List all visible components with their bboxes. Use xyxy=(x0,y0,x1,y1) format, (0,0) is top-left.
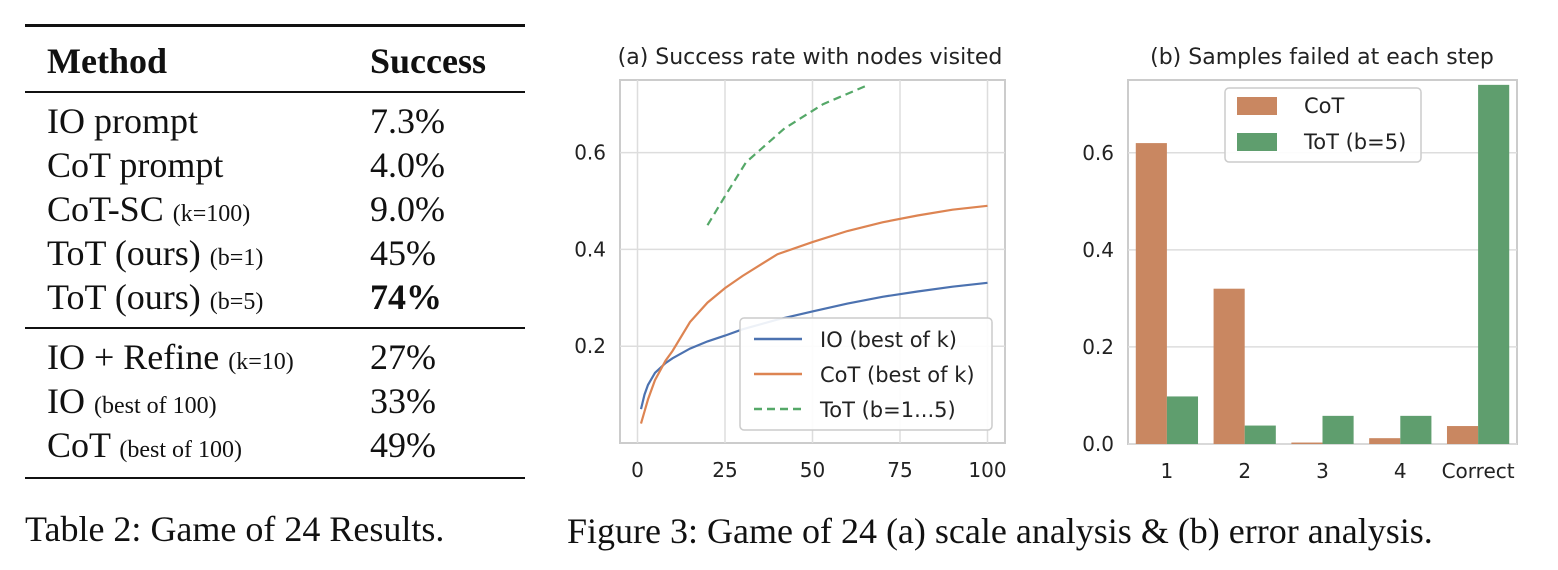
table-row: ToT (ours) (b=1) 45% xyxy=(25,231,525,275)
row-method: ToT (ours) xyxy=(47,232,201,273)
table-row: CoT (best of 100) 49% xyxy=(25,423,525,467)
row-note: (k=10) xyxy=(228,348,294,375)
bar-tot xyxy=(1166,396,1199,444)
chart-a-xtick-label: 50 xyxy=(800,458,825,482)
row-note: (b=5) xyxy=(209,288,264,315)
row-method: IO + Refine xyxy=(47,336,220,377)
chart-a-ticks: 0 25 50 75 100 0.2 0.4 0.6 xyxy=(574,141,1006,482)
row-note: (b=1) xyxy=(209,244,264,271)
chart-a-xtick-label: 100 xyxy=(968,458,1006,482)
table-row: ToT (ours) (b=5) 74% xyxy=(25,275,525,319)
row-success: 45% xyxy=(370,232,436,273)
series-line-cot xyxy=(639,204,988,424)
bar-cot xyxy=(1369,438,1401,444)
chart-b-xtick-label: Correct xyxy=(1442,459,1515,483)
row-note: (k=100) xyxy=(172,200,251,227)
row-success: 27% xyxy=(370,336,436,377)
bar-tot xyxy=(1322,415,1354,444)
chart-b-xtick-label: 2 xyxy=(1238,459,1251,483)
table-group-2: IO + Refine (k=10) 27% IO (best of 100) … xyxy=(25,335,525,467)
chart-failed-samples: (b) Samples failed at each step 0.00.20.… xyxy=(1082,45,1518,483)
chart-b-xtick-label: 3 xyxy=(1316,459,1329,483)
chart-b-xtick-label: 1 xyxy=(1161,459,1174,483)
row-method: CoT-SC xyxy=(47,188,164,229)
row-method: CoT prompt xyxy=(47,144,224,185)
series-line-tot xyxy=(706,83,869,226)
chart-a-ytick-label: 0.4 xyxy=(574,237,606,261)
table-group-1: IO prompt 7.3% CoT prompt 4.0% CoT-SC (k… xyxy=(25,99,525,319)
table-row: IO (best of 100) 33% xyxy=(25,379,525,423)
chart-b-ticks: 0.0 0.2 0.4 0.6 1 2 3 4 Correct xyxy=(1082,141,1515,483)
chart-a-title: (a) Success rate with nodes visited xyxy=(618,45,1003,70)
table-row: CoT prompt 4.0% xyxy=(25,143,525,187)
chart-b-ytick-label: 0.6 xyxy=(1082,141,1114,165)
table-header-rule xyxy=(25,90,525,93)
bar-tot xyxy=(1478,84,1510,444)
chart-b-legend: CoT ToT (b=5) xyxy=(1224,87,1422,163)
table-bottom-rule xyxy=(25,476,525,479)
header-method: Method xyxy=(47,40,167,81)
row-success: 33% xyxy=(370,380,436,421)
header-success: Success xyxy=(370,40,486,81)
table-row: IO + Refine (k=10) 27% xyxy=(25,335,525,379)
chart-success-rate: (a) Success rate with nodes visited 0 25 5… xyxy=(574,45,1006,482)
row-method: ToT (ours) xyxy=(47,276,201,317)
row-note: (best of 100) xyxy=(119,436,242,463)
bar-cot xyxy=(1213,288,1245,444)
series-line-io xyxy=(639,281,988,410)
bar-tot xyxy=(1244,425,1276,444)
figure-caption: Figure 3: Game of 24 (a) scale analysis … xyxy=(567,511,1433,551)
table-row: IO prompt 7.3% xyxy=(25,99,525,143)
chart-b-ytick-label: 0.2 xyxy=(1082,335,1114,359)
bar-cot xyxy=(1135,143,1167,444)
row-method: IO xyxy=(47,380,85,421)
table-row: CoT-SC (k=100) 9.0% xyxy=(25,187,525,231)
legend-cot-swatch xyxy=(1237,97,1277,115)
table-header-row: Method Success xyxy=(25,39,525,83)
legend-cot-label: CoT xyxy=(1304,94,1345,118)
chart-b-xtick-label: 4 xyxy=(1394,459,1407,483)
table-caption: Table 2: Game of 24 Results. xyxy=(25,509,445,549)
chart-a-ytick-label: 0.2 xyxy=(574,334,606,358)
legend-tot-label: ToT (b=1...5) xyxy=(819,398,956,422)
chart-b-ytick-label: 0.0 xyxy=(1082,432,1114,456)
row-method: CoT xyxy=(47,424,111,465)
chart-b-ytick-label: 0.4 xyxy=(1082,238,1114,262)
chart-a-xtick-label: 75 xyxy=(887,458,912,482)
chart-a-xtick-label: 0 xyxy=(631,458,644,482)
row-note: (best of 100) xyxy=(94,392,217,419)
chart-b-title: (b) Samples failed at each step xyxy=(1150,45,1494,70)
legend-tot-swatch xyxy=(1237,133,1277,151)
row-success: 49% xyxy=(370,424,436,465)
row-success: 4.0% xyxy=(370,144,445,185)
chart-a-xtick-label: 25 xyxy=(712,458,737,482)
bar-cot xyxy=(1446,426,1479,444)
results-table: Method Success IO prompt 7.3% CoT prompt… xyxy=(25,24,525,479)
row-success: 7.3% xyxy=(370,100,445,141)
table-mid-rule xyxy=(25,326,525,329)
bar-cot xyxy=(1291,442,1323,444)
row-success: 9.0% xyxy=(370,188,445,229)
chart-a-series xyxy=(639,83,988,424)
chart-a-ytick-label: 0.6 xyxy=(574,141,606,165)
chart-b-bars xyxy=(1135,84,1510,444)
chart-a-legend: IO (best of k) CoT (best of k) ToT (b=1.… xyxy=(739,317,993,431)
row-method: IO prompt xyxy=(47,100,198,141)
row-success: 74% xyxy=(370,276,442,317)
bar-tot xyxy=(1400,415,1432,444)
legend-io-label: IO (best of k) xyxy=(820,328,957,352)
legend-tot-label: ToT (b=5) xyxy=(1303,130,1406,154)
table-top-rule xyxy=(25,24,525,27)
legend-cot-label: CoT (best of k) xyxy=(820,363,975,387)
